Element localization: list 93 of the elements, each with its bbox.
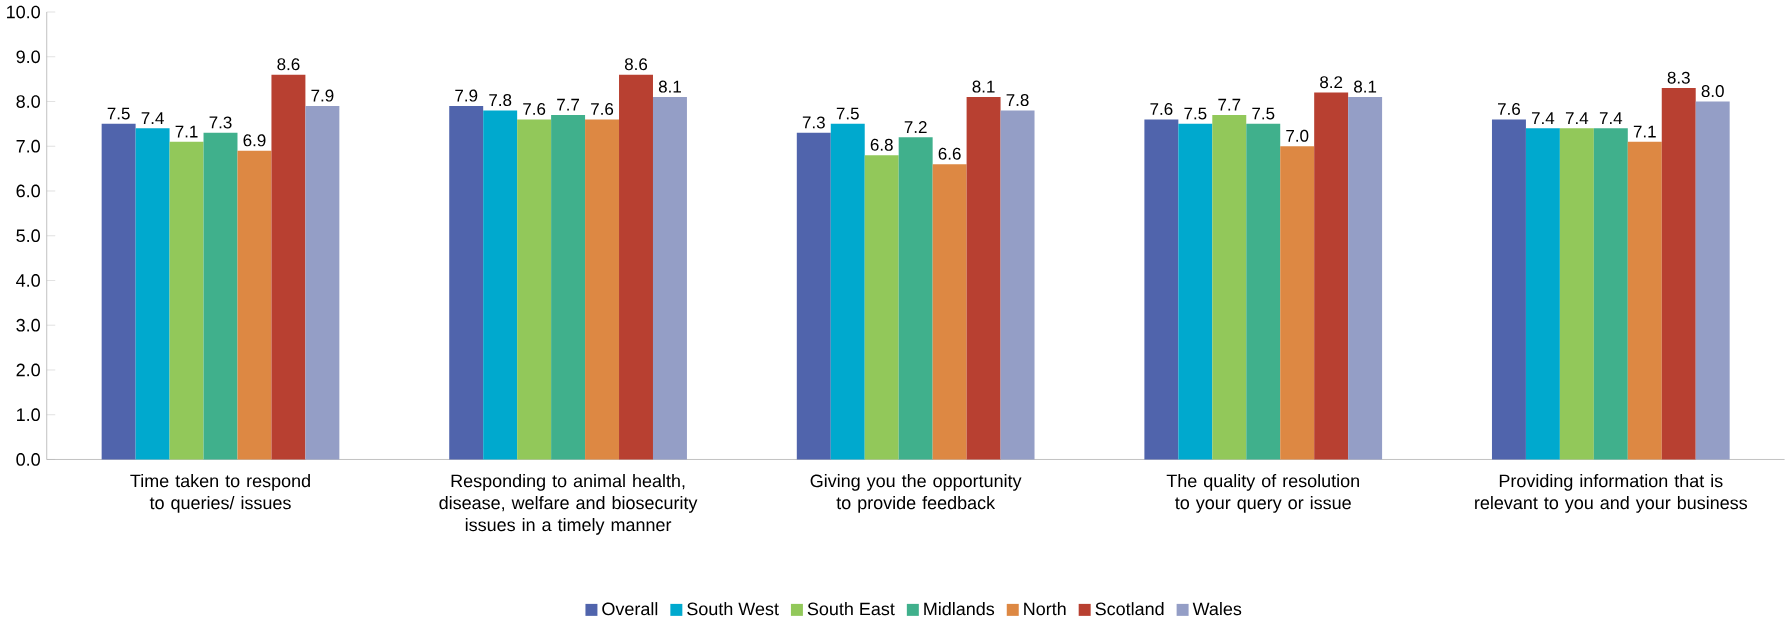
bar: [483, 110, 518, 460]
bar: [135, 128, 170, 460]
bar: [1280, 146, 1315, 460]
bar: [1314, 92, 1349, 460]
y-tick-label: 3.0: [16, 319, 40, 332]
bar: [652, 97, 687, 460]
data-label: 7.8: [489, 94, 512, 107]
data-label: 7.1: [175, 125, 198, 138]
data-label: 8.0: [1701, 85, 1724, 98]
x-tick-label: Giving you the opportunity to provide feedback: [810, 474, 1022, 513]
bar: [1593, 128, 1628, 460]
data-label: 7.7: [557, 99, 580, 111]
bar: [1178, 124, 1213, 460]
y-tick-label: 8.0: [16, 95, 40, 109]
bar: [237, 150, 272, 460]
y-tick-label: 5.0: [16, 229, 40, 243]
bar: [449, 106, 484, 460]
legend-label: Overall: [602, 602, 658, 616]
bar: [1348, 97, 1383, 460]
bar: [305, 106, 340, 460]
data-label: 7.6: [591, 103, 614, 116]
x-tick-label: Providing information that is relevant to you and your business: [1475, 474, 1748, 513]
data-label: 8.2: [1320, 76, 1343, 89]
data-label: 7.5: [1252, 107, 1275, 120]
bar: [830, 124, 865, 460]
bar: [619, 74, 653, 460]
data-label: 7.5: [836, 107, 859, 120]
bar: [517, 119, 552, 460]
data-label: 7.4: [1599, 112, 1623, 125]
data-label: 7.3: [209, 116, 232, 129]
bar: [271, 74, 306, 460]
x-tick-label: Responding to animal health, disease, welfare and biosecurity issues in a timely manner: [439, 474, 698, 535]
bar: [1144, 119, 1179, 460]
data-label: 8.3: [1667, 71, 1690, 84]
data-label: 7.4: [1565, 112, 1589, 125]
data-label: 7.1: [1633, 125, 1656, 138]
bar: [1661, 88, 1696, 460]
data-label: 7.5: [107, 107, 130, 120]
data-label: 7.0: [1286, 130, 1309, 143]
bar: [796, 133, 831, 460]
data-label: 7.9: [455, 89, 478, 102]
bar: [551, 115, 586, 460]
data-label: 7.4: [1531, 112, 1555, 125]
data-label: 7.2: [904, 121, 927, 134]
legend-label: South East: [807, 602, 895, 616]
bar: [898, 137, 933, 460]
bar: [203, 133, 238, 460]
bar: [1695, 101, 1730, 460]
legend-label: North: [1024, 602, 1066, 616]
data-label: 7.9: [311, 89, 334, 102]
bar: [1212, 115, 1247, 460]
y-tick-label: 0.0: [16, 453, 40, 467]
bar: [864, 155, 899, 460]
data-label: 7.8: [1006, 94, 1029, 107]
data-label: 7.4: [141, 112, 164, 125]
bar: [1491, 119, 1526, 460]
y-tick-label: 1.0: [17, 408, 40, 422]
bar: [932, 164, 967, 460]
y-tick-label: 4.0: [16, 274, 40, 288]
data-label: 8.1: [658, 80, 681, 93]
bar: [101, 124, 136, 460]
bar: [1627, 141, 1662, 460]
y-tick-label: 2.0: [16, 363, 40, 377]
data-label: 6.9: [243, 134, 266, 147]
y-tick-label: 9.0: [16, 50, 40, 64]
x-tick-label: Time taken to respond to queries/ issues: [130, 474, 310, 513]
data-label: 7.6: [523, 103, 546, 116]
x-tick-label: The quality of resolution to your query or issue: [1166, 474, 1359, 513]
y-tick-label: 10.0: [7, 5, 40, 19]
data-label: 8.1: [1354, 80, 1377, 93]
data-label: 8.6: [277, 58, 300, 71]
bar: [1559, 128, 1594, 460]
bar: [1525, 128, 1560, 460]
data-label: 8.6: [624, 58, 648, 71]
legend-label: Midlands: [924, 602, 995, 616]
data-label: 6.8: [870, 138, 893, 151]
data-label: 8.1: [972, 80, 995, 93]
data-label: 6.6: [938, 147, 961, 160]
bar: [1000, 110, 1035, 460]
bar: [169, 141, 204, 460]
y-tick-label: 6.0: [16, 184, 40, 198]
data-label: 7.7: [1218, 99, 1241, 111]
legend-label: Scotland: [1095, 602, 1164, 616]
data-label: 7.3: [802, 116, 825, 129]
bar: [966, 97, 1001, 460]
data-label: 7.6: [1150, 103, 1173, 116]
data-label: 7.5: [1184, 107, 1207, 120]
bar: [1246, 124, 1281, 460]
data-label: 7.6: [1498, 103, 1521, 116]
bar: [585, 119, 620, 460]
legend-label: South West: [687, 602, 779, 616]
y-tick-label: 7.0: [16, 140, 40, 153]
legend-label: Wales: [1192, 602, 1242, 616]
